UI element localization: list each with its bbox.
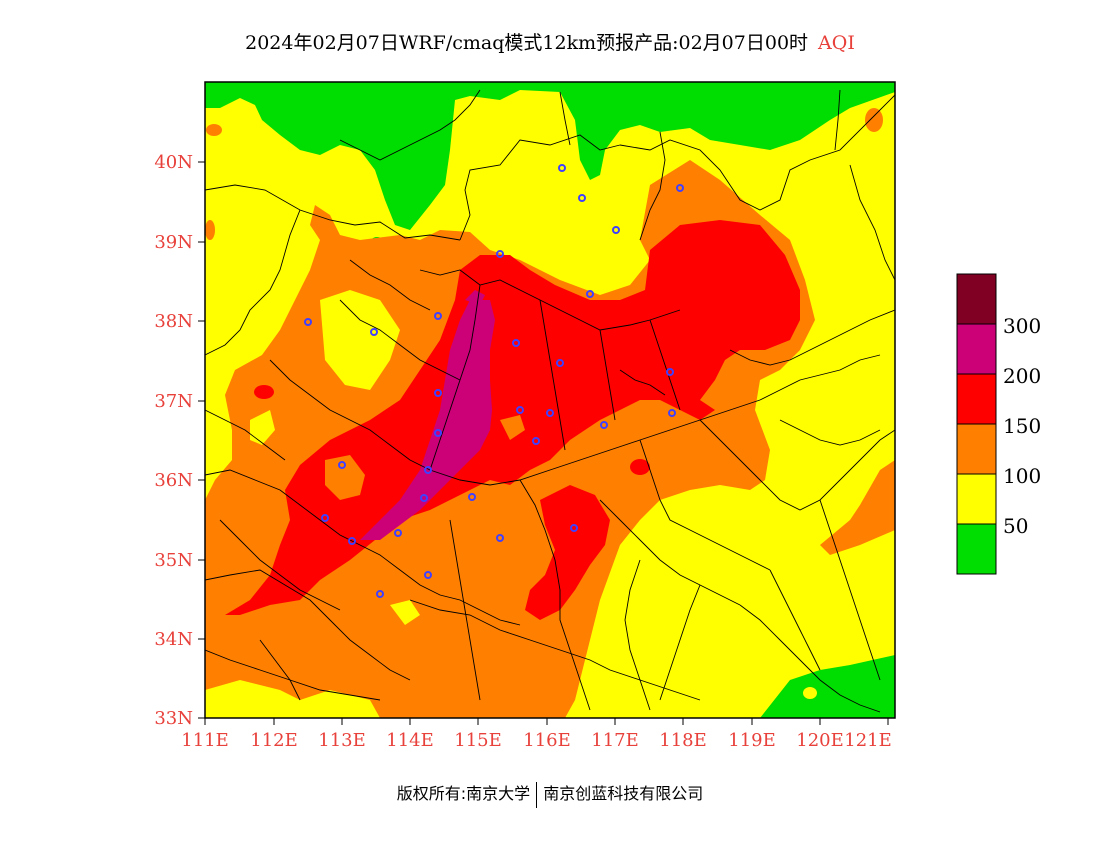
aqi-zone-green-southeast [760, 655, 895, 718]
legend-label: 200 [1003, 364, 1041, 388]
footer-copyright: 版权所有:南京大学 南京创蓝科技有限公司 [0, 780, 1100, 808]
x-tick-label: 120E [796, 730, 844, 751]
aqi-zone-orange-spot-ne [865, 108, 883, 132]
legend-swatch-magenta [956, 323, 997, 375]
title-variable: AQI [818, 32, 855, 54]
y-tick-label: 37N [154, 391, 193, 412]
legend-swatch-yellow [956, 473, 997, 525]
y-tick-label: 39N [154, 232, 193, 253]
y-tick-label: 40N [154, 152, 193, 173]
aqi-zone-yellow-hole-3 [390, 600, 420, 625]
footer-right: 南京创蓝科技有限公司 [543, 784, 704, 803]
aqi-zone-yellow-hole-4 [250, 410, 275, 445]
x-tick-label: 114E [386, 730, 434, 751]
legend-colorbar [956, 273, 997, 575]
axis-ticks [198, 161, 889, 725]
aqi-zone-yellow-hole-2 [205, 680, 380, 718]
x-tick-label: 117E [591, 730, 639, 751]
x-tick-label: 112E [250, 730, 298, 751]
legend-swatch-red [956, 373, 997, 425]
aqi-zone-yellow-hole-1 [320, 290, 400, 390]
aqi-zone-orange-east [820, 460, 895, 555]
legend-label: 100 [1003, 464, 1041, 488]
x-tick-label: 113E [318, 730, 366, 751]
station-markers [304, 164, 684, 598]
admin-borders [205, 89, 895, 713]
legend-swatch-orange [956, 423, 997, 475]
y-tick-label: 34N [154, 629, 193, 650]
x-tick-label: 121E [844, 730, 892, 751]
y-tick-label: 33N [154, 708, 193, 729]
x-tick-label: 111E [181, 730, 229, 751]
aqi-zone-magenta-north [465, 290, 485, 305]
x-tick-label: 119E [728, 730, 776, 751]
aqi-zone-green-north [205, 82, 895, 230]
y-tick-label: 38N [154, 311, 193, 332]
aqi-zone-red-spot-2 [254, 385, 274, 399]
aqi-zone-red-south [525, 485, 610, 620]
aqi-zone-orange-hole-1 [325, 455, 365, 500]
legend-swatch-maroon [956, 273, 997, 325]
map-frame [204, 81, 896, 719]
aqi-zone-orange-spot-west [205, 220, 215, 240]
title-main: 2024年02月07日WRF/cmaq模式12km预报产品:02月07日00时 [245, 32, 809, 54]
aqi-zone-orange-hole-2 [500, 415, 525, 440]
aqi-zone-yellow-islet [803, 687, 817, 699]
y-tick-label: 36N [154, 470, 193, 491]
footer-left: 版权所有:南京大学 [396, 784, 531, 803]
aqi-zone-orange-spot-nw [206, 124, 222, 136]
x-tick-label: 116E [523, 730, 571, 751]
map-title: 2024年02月07日WRF/cmaq模式12km预报产品:02月07日00时 A… [0, 28, 1100, 55]
legend-label: 150 [1003, 414, 1041, 438]
legend-swatch-green [956, 523, 997, 575]
footer-separator [536, 781, 538, 808]
legend-label: 50 [1003, 514, 1028, 538]
y-tick-label: 35N [154, 550, 193, 571]
map-panel [205, 82, 895, 718]
aqi-zone-magenta [360, 300, 495, 540]
legend-label: 300 [1003, 314, 1041, 338]
aqi-zone-red-spot-1 [630, 459, 650, 475]
x-tick-label: 115E [454, 730, 502, 751]
x-tick-label: 118E [659, 730, 707, 751]
